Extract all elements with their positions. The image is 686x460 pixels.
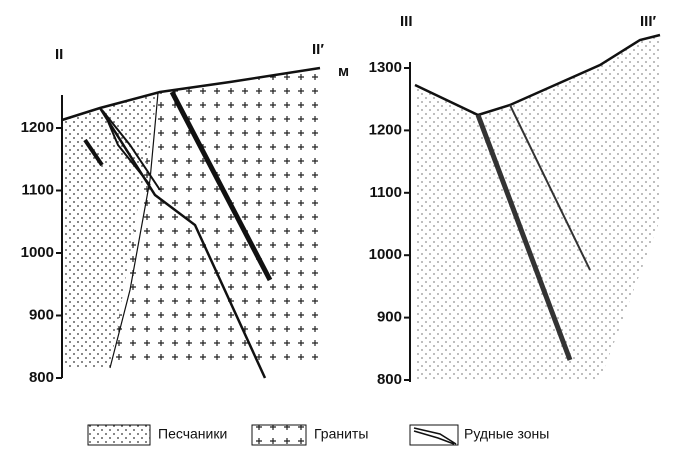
y-tick-label: 1100 [21, 181, 54, 198]
section-label: II′ [312, 41, 324, 58]
section-label: II [55, 46, 63, 63]
ore-zone [475, 114, 573, 361]
ore-zone [509, 104, 591, 271]
y-tick-label: 800 [377, 371, 402, 388]
y-tick-label: 1000 [21, 244, 54, 261]
legend-swatch [251, 424, 307, 446]
unit-label: м [338, 63, 349, 80]
ore-zone [83, 138, 104, 167]
legend-swatch [87, 424, 151, 446]
legend-swatch [409, 424, 459, 446]
section-label: III [400, 13, 413, 30]
legend-label: Песчаники [158, 426, 227, 442]
y-tick-label: 1000 [369, 246, 402, 263]
y-tick-label: 1300 [369, 59, 402, 76]
y-tick-label: 800 [29, 369, 54, 386]
legend-label: Граниты [314, 426, 368, 442]
y-tick-label: 1100 [369, 184, 402, 201]
y-tick-label: 1200 [369, 121, 402, 138]
ore-zone [169, 90, 273, 282]
y-tick-label: 900 [377, 309, 402, 326]
legend: Песчаники Граниты Рудные зоны [87, 424, 549, 446]
right-section [409, 33, 661, 382]
granite [110, 68, 325, 368]
left-section [61, 66, 325, 379]
surface [414, 33, 661, 117]
sandstone [415, 35, 660, 380]
y-tick-label: 900 [29, 306, 54, 323]
y-tick-label: 1200 [21, 119, 54, 136]
legend-label: Рудные зоны [464, 426, 549, 442]
surface [61, 66, 321, 122]
section-label: III′ [640, 13, 657, 30]
ore-zone [101, 109, 161, 191]
contact [109, 92, 159, 369]
ore-zone [98, 107, 267, 379]
